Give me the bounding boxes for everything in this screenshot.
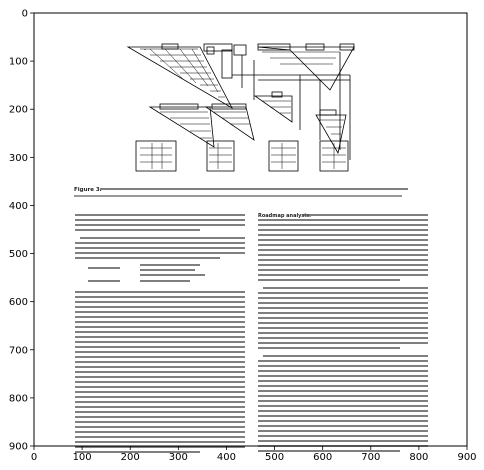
y-tick-label: 200 [9, 105, 28, 116]
x-tick-label: 0 [31, 452, 37, 463]
y-axis: 0 100 200 300 400 500 600 700 800 900 [9, 9, 34, 453]
x-tick-label: 700 [361, 452, 380, 463]
x-tick-label: 900 [457, 452, 476, 463]
right-column-heading: Roadmap analysis. [258, 213, 311, 219]
x-tick-label: 300 [169, 452, 188, 463]
x-tick-label: 400 [217, 452, 236, 463]
y-tick-label: 0 [22, 9, 28, 20]
x-tick-label: 600 [313, 452, 332, 463]
x-tick-label: 200 [121, 452, 140, 463]
x-tick-label: 500 [265, 452, 284, 463]
y-tick-label: 600 [9, 297, 28, 308]
x-tick-label: 800 [409, 452, 428, 463]
figure-caption-label: Figure 3. [74, 187, 102, 193]
y-tick-label: 700 [9, 345, 28, 356]
y-tick-label: 300 [9, 153, 28, 164]
y-tick-label: 800 [9, 393, 28, 404]
y-tick-label: 400 [9, 201, 28, 212]
y-tick-label: 500 [9, 249, 28, 260]
x-tick-label: 100 [73, 452, 92, 463]
x-axis: 0 100 200 300 400 500 600 700 800 900 [31, 446, 477, 463]
y-tick-label: 100 [9, 57, 28, 68]
y-tick-label: 900 [9, 442, 28, 453]
